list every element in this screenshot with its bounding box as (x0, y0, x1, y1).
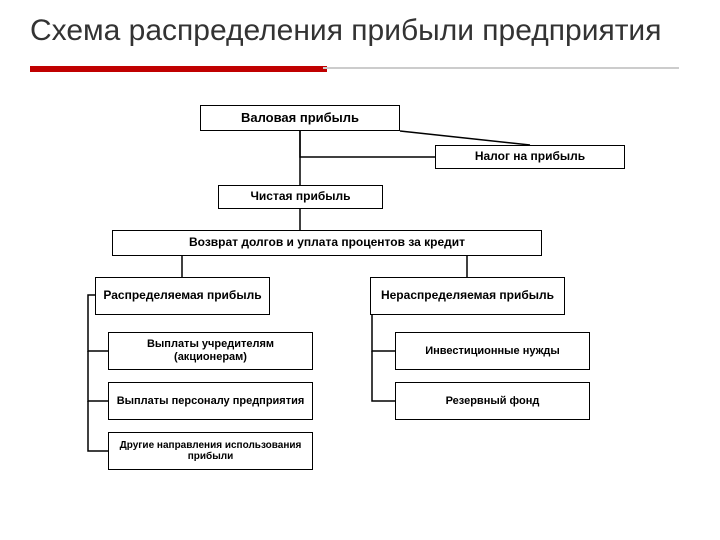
node-staff: Выплаты персоналу предприятия (108, 382, 313, 420)
edge-tax-tax (400, 131, 530, 145)
title-underline (0, 59, 720, 77)
node-gross: Валовая прибыль (200, 105, 400, 131)
node-tax: Налог на прибыль (435, 145, 625, 169)
node-debt: Возврат долгов и уплата процентов за кре… (112, 230, 542, 256)
node-other: Другие направления использования прибыли (108, 432, 313, 470)
edge-gross-tax (300, 131, 435, 157)
edge-dist-other (88, 401, 108, 451)
node-net: Чистая прибыль (218, 185, 383, 209)
node-reserve: Резервный фонд (395, 382, 590, 420)
edge-undist-reserve (372, 351, 395, 401)
node-invest: Инвестиционные нужды (395, 332, 590, 370)
node-founders: Выплаты учредителям (акционерам) (108, 332, 313, 370)
edge-dist-staff (88, 351, 108, 401)
flowchart-edges (0, 105, 720, 540)
page-title: Схема распределения прибыли предприятия (0, 0, 720, 55)
node-dist: Распределяемая прибыль (95, 277, 270, 315)
node-undist: Нераспределяемая прибыль (370, 277, 565, 315)
flowchart-canvas: Валовая прибыль Налог на прибыль Чистая пр… (0, 105, 720, 540)
